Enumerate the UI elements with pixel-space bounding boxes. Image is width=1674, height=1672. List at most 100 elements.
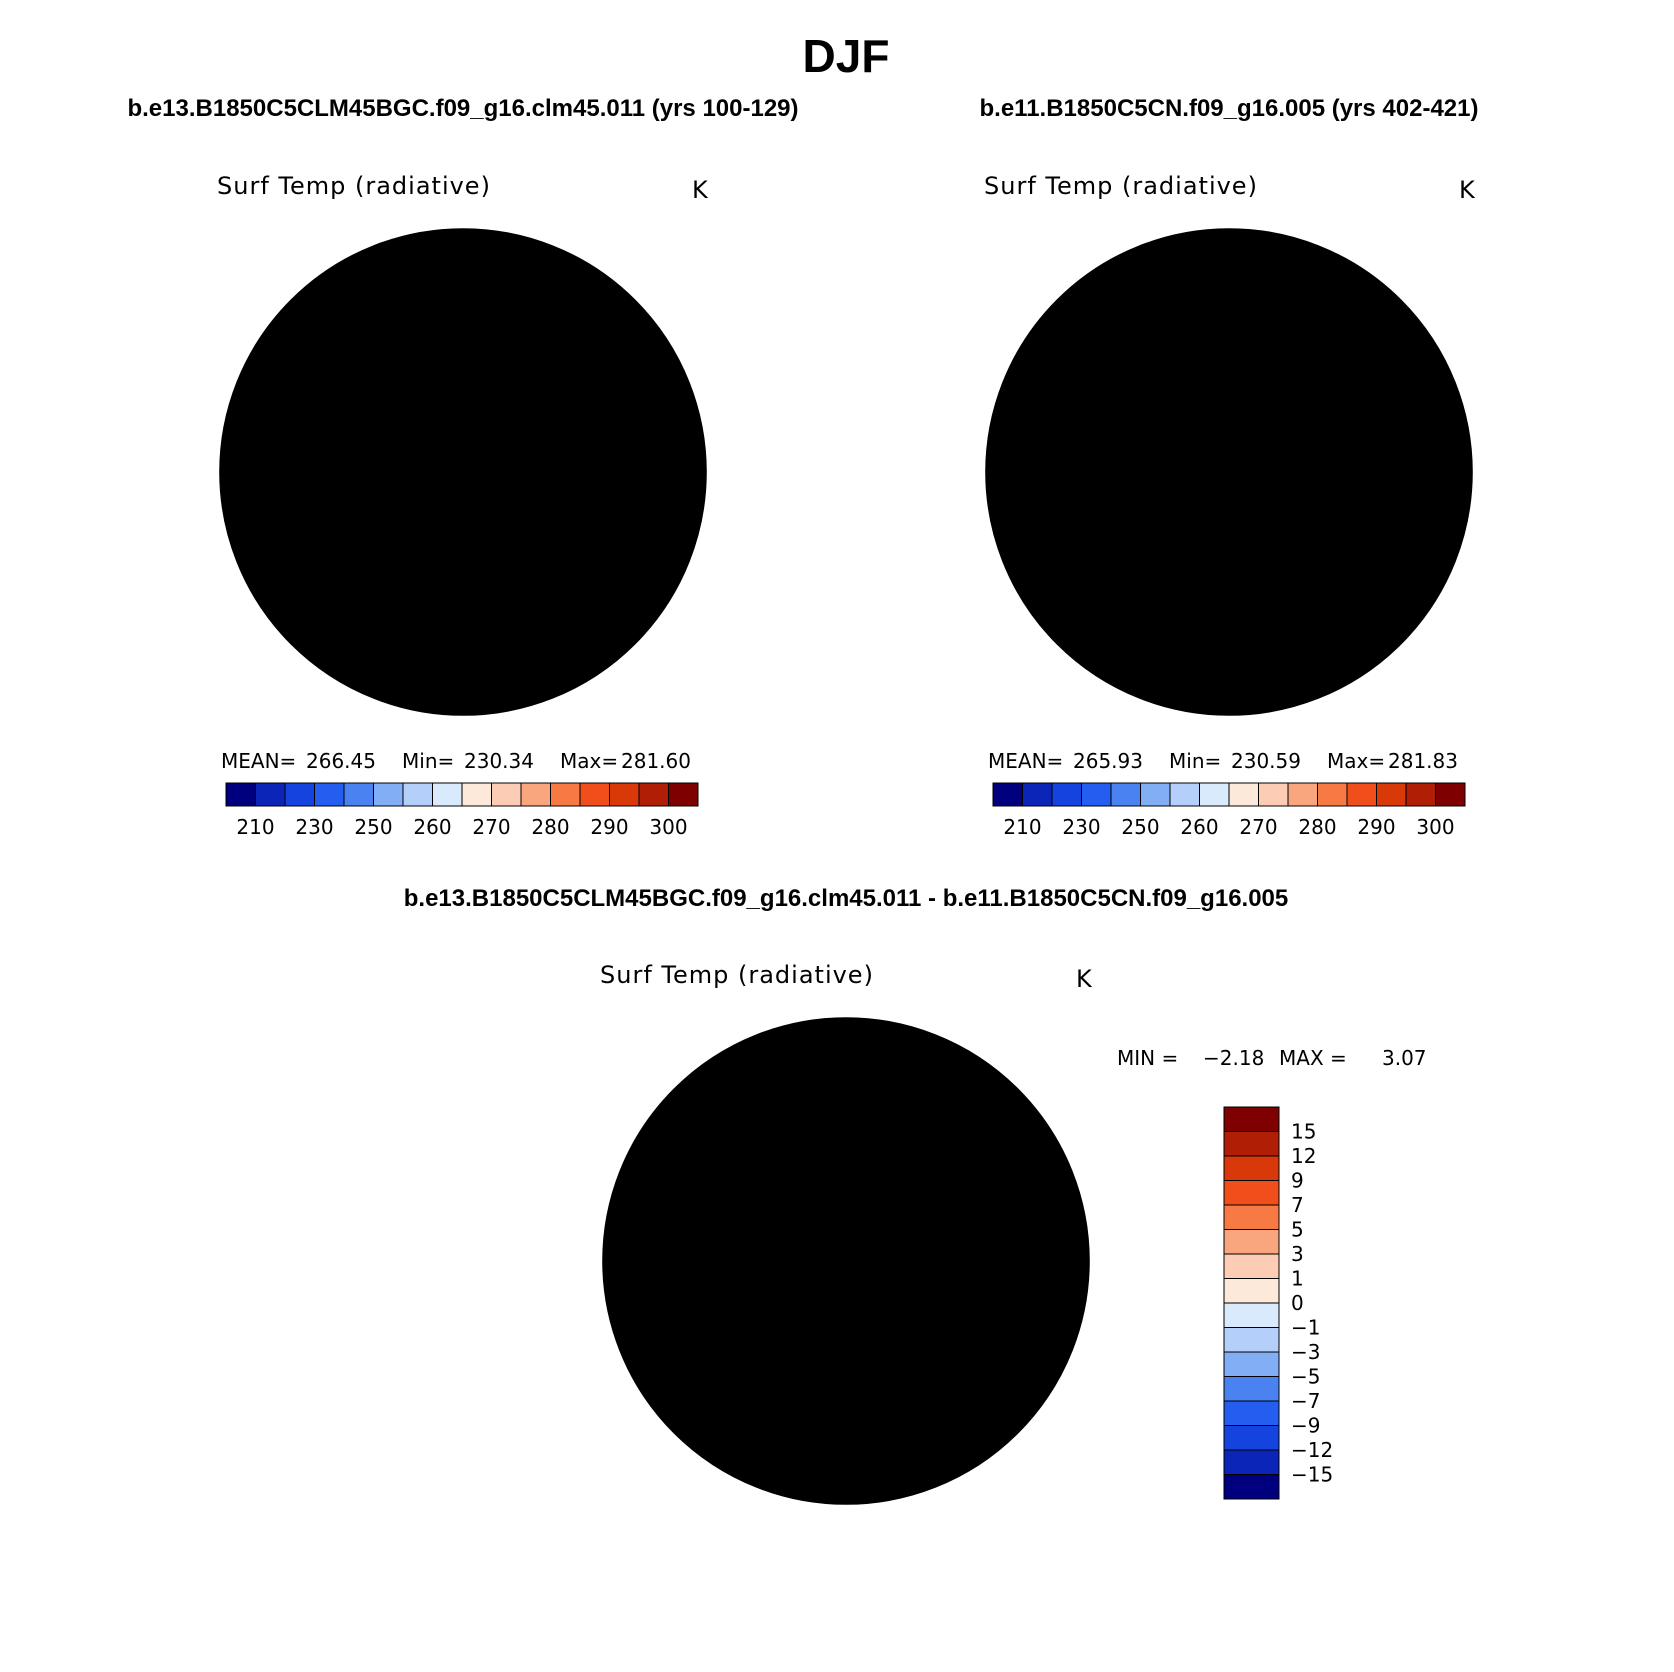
colorbar-tick-label: 290 [590, 815, 628, 839]
panel-1-units: K [692, 176, 709, 204]
difference-min-value: −2.18 [1203, 1046, 1264, 1070]
colorbar-swatch [343, 782, 374, 807]
panel-1-case-title: b.e13.B1850C5CLM45BGC.f09_g16.clm45.011 … [127, 95, 798, 122]
colorbar-tick-label: −12 [1291, 1438, 1333, 1462]
panel-2-case-title: b.e11.B1850C5CN.f09_g16.005 (yrs 402-421… [980, 95, 1479, 122]
colorbar-swatch [1223, 1302, 1280, 1328]
colorbar-swatch [638, 782, 669, 807]
colorbar-tick-label: 290 [1357, 815, 1395, 839]
panel-1: b.e13.B1850C5CLM45BGC.f09_g16.clm45.011 … [127, 95, 798, 839]
colorbar-swatch [284, 782, 315, 807]
panel-2: b.e11.B1850C5CN.f09_g16.005 (yrs 402-421… [980, 95, 1479, 839]
difference-title: b.e13.B1850C5CLM45BGC.f09_g16.clm45.011 … [404, 885, 1289, 912]
colorbar-tick-label: 280 [531, 815, 569, 839]
panel-2-map [985, 228, 1473, 716]
panel-1-colorbar: 210 230 250 260 270 280 290 300 [225, 782, 699, 839]
difference-units: K [1076, 965, 1093, 993]
panel-2-stats: MEAN= 265.93 Min= 230.59 Max= 281.83 [988, 749, 1458, 773]
colorbar-tick-label: 1 [1291, 1267, 1304, 1291]
difference-variable: Surf Temp (radiative) [600, 961, 874, 989]
colorbar-swatch [491, 782, 522, 807]
panel-1-max-label: Max= [560, 749, 618, 773]
panel-2-mean-label: MEAN= [988, 749, 1063, 773]
colorbar-swatch [1223, 1474, 1280, 1500]
colorbar-tick-label: 250 [354, 815, 392, 839]
colorbar-swatch [550, 782, 581, 807]
panel-1-min-value: 230.34 [464, 749, 534, 773]
colorbar-swatch [1223, 1155, 1280, 1181]
colorbar-swatch [1223, 1229, 1280, 1255]
colorbar-tick-label: 250 [1121, 815, 1159, 839]
panel-1-min-label: Min= [402, 749, 454, 773]
colorbar-swatch [373, 782, 404, 807]
colorbar-swatch [579, 782, 610, 807]
colorbar-tick-label: 230 [1062, 815, 1100, 839]
colorbar-tick-label: 270 [1239, 815, 1277, 839]
colorbar-swatch [1110, 782, 1141, 807]
colorbar-swatch [1317, 782, 1348, 807]
panel-1-mean-value: 266.45 [306, 749, 376, 773]
colorbar-tick-label: 210 [236, 815, 274, 839]
colorbar-tick-label: 12 [1291, 1144, 1316, 1168]
colorbar-swatch [402, 782, 433, 807]
colorbar-swatch [1405, 782, 1436, 807]
colorbar-tick-label: −1 [1291, 1316, 1320, 1340]
difference-panel: b.e13.B1850C5CLM45BGC.f09_g16.clm45.011 … [404, 885, 1427, 1505]
panel-1-mean-label: MEAN= [221, 749, 296, 773]
difference-map [602, 1017, 1090, 1505]
colorbar-swatch [1223, 1106, 1280, 1132]
colorbar-swatch [1223, 1376, 1280, 1402]
panel-2-colorbar: 210 230 250 260 270 280 290 300 [992, 782, 1466, 839]
colorbar-tick-label: −3 [1291, 1340, 1320, 1364]
colorbar-tick-label: 15 [1291, 1120, 1316, 1144]
colorbar-swatch [609, 782, 640, 807]
map-boundary [985, 228, 1473, 716]
colorbar-swatch [1376, 782, 1407, 807]
panel-2-mean-value: 265.93 [1073, 749, 1143, 773]
colorbar-tick-label: 270 [472, 815, 510, 839]
colorbar-tick-label: −15 [1291, 1463, 1333, 1487]
colorbar-swatch [1223, 1204, 1280, 1230]
figure-title: DJF [803, 30, 890, 82]
colorbar-swatch [1223, 1327, 1280, 1353]
difference-min-label: MIN = [1117, 1046, 1178, 1070]
coastline [303, 341, 587, 589]
colorbar-swatch [1051, 782, 1082, 807]
colorbar-tick-label: 260 [413, 815, 451, 839]
colorbar-tick-label: 230 [295, 815, 333, 839]
colorbar-tick-label: −7 [1291, 1389, 1320, 1413]
colorbar-swatch [1223, 1400, 1280, 1426]
panel-2-max-value: 281.83 [1388, 749, 1458, 773]
panel-1-stats: MEAN= 266.45 Min= 230.34 Max= 281.60 [221, 749, 691, 773]
colorbar-swatch [1022, 782, 1053, 807]
colorbar-swatch [992, 782, 1023, 807]
colorbar-swatch [1169, 782, 1200, 807]
colorbar-tick-label: 5 [1291, 1218, 1304, 1242]
difference-max-value: 3.07 [1382, 1046, 1427, 1070]
colorbar-swatch [1223, 1278, 1280, 1304]
colorbar-swatch [1223, 1351, 1280, 1377]
difference-max-label: MAX = [1279, 1046, 1347, 1070]
panel-2-min-label: Min= [1169, 749, 1221, 773]
colorbar-swatch [1258, 782, 1289, 807]
colorbar-swatch [1223, 1180, 1280, 1206]
colorbar-tick-label: −5 [1291, 1365, 1320, 1389]
colorbar-swatch [1287, 782, 1318, 807]
panel-2-variable: Surf Temp (radiative) [984, 172, 1258, 200]
colorbar-tick-label: 300 [1416, 815, 1454, 839]
colorbar-swatch [1223, 1449, 1280, 1475]
colorbar-swatch [1435, 782, 1466, 807]
colorbar-swatch [225, 782, 256, 807]
colorbar-swatch [520, 782, 551, 807]
colorbar-tick-label: 0 [1291, 1291, 1304, 1315]
panel-1-map [219, 228, 707, 716]
colorbar-tick-label: 7 [1291, 1193, 1304, 1217]
colorbar-swatch [1081, 782, 1112, 807]
colorbar-tick-label: 9 [1291, 1169, 1304, 1193]
colorbar-tick-label: 280 [1298, 815, 1336, 839]
coastline [1069, 341, 1353, 589]
colorbar-tick-label: −9 [1291, 1414, 1320, 1438]
colorbar-swatch [1140, 782, 1171, 807]
colorbar-swatch [668, 782, 699, 807]
